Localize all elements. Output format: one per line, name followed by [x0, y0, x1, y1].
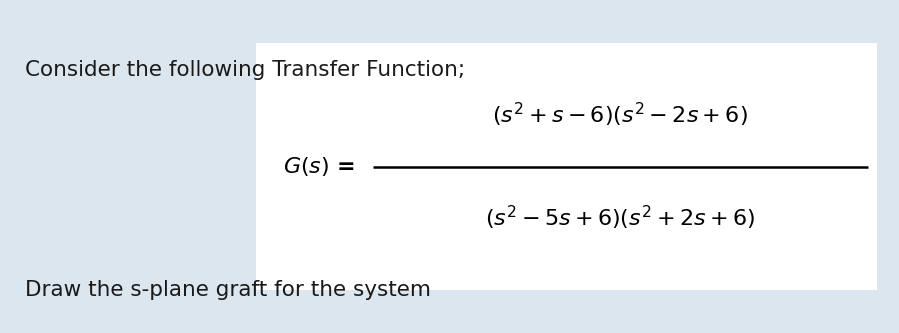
Text: Draw the s-plane graft for the system: Draw the s-plane graft for the system	[25, 280, 432, 300]
Text: Consider the following Transfer Function;: Consider the following Transfer Function…	[25, 60, 466, 80]
Text: $(s^2 + s - 6)(s^2 - 2s + 6)$: $(s^2 + s - 6)(s^2 - 2s + 6)$	[493, 101, 748, 129]
Text: $(s^2 - 5s + 6)(s^2 + 2s + 6)$: $(s^2 - 5s + 6)(s^2 + 2s + 6)$	[485, 204, 755, 232]
Text: $G(s)$ =: $G(s)$ =	[283, 155, 355, 178]
FancyBboxPatch shape	[256, 43, 877, 290]
